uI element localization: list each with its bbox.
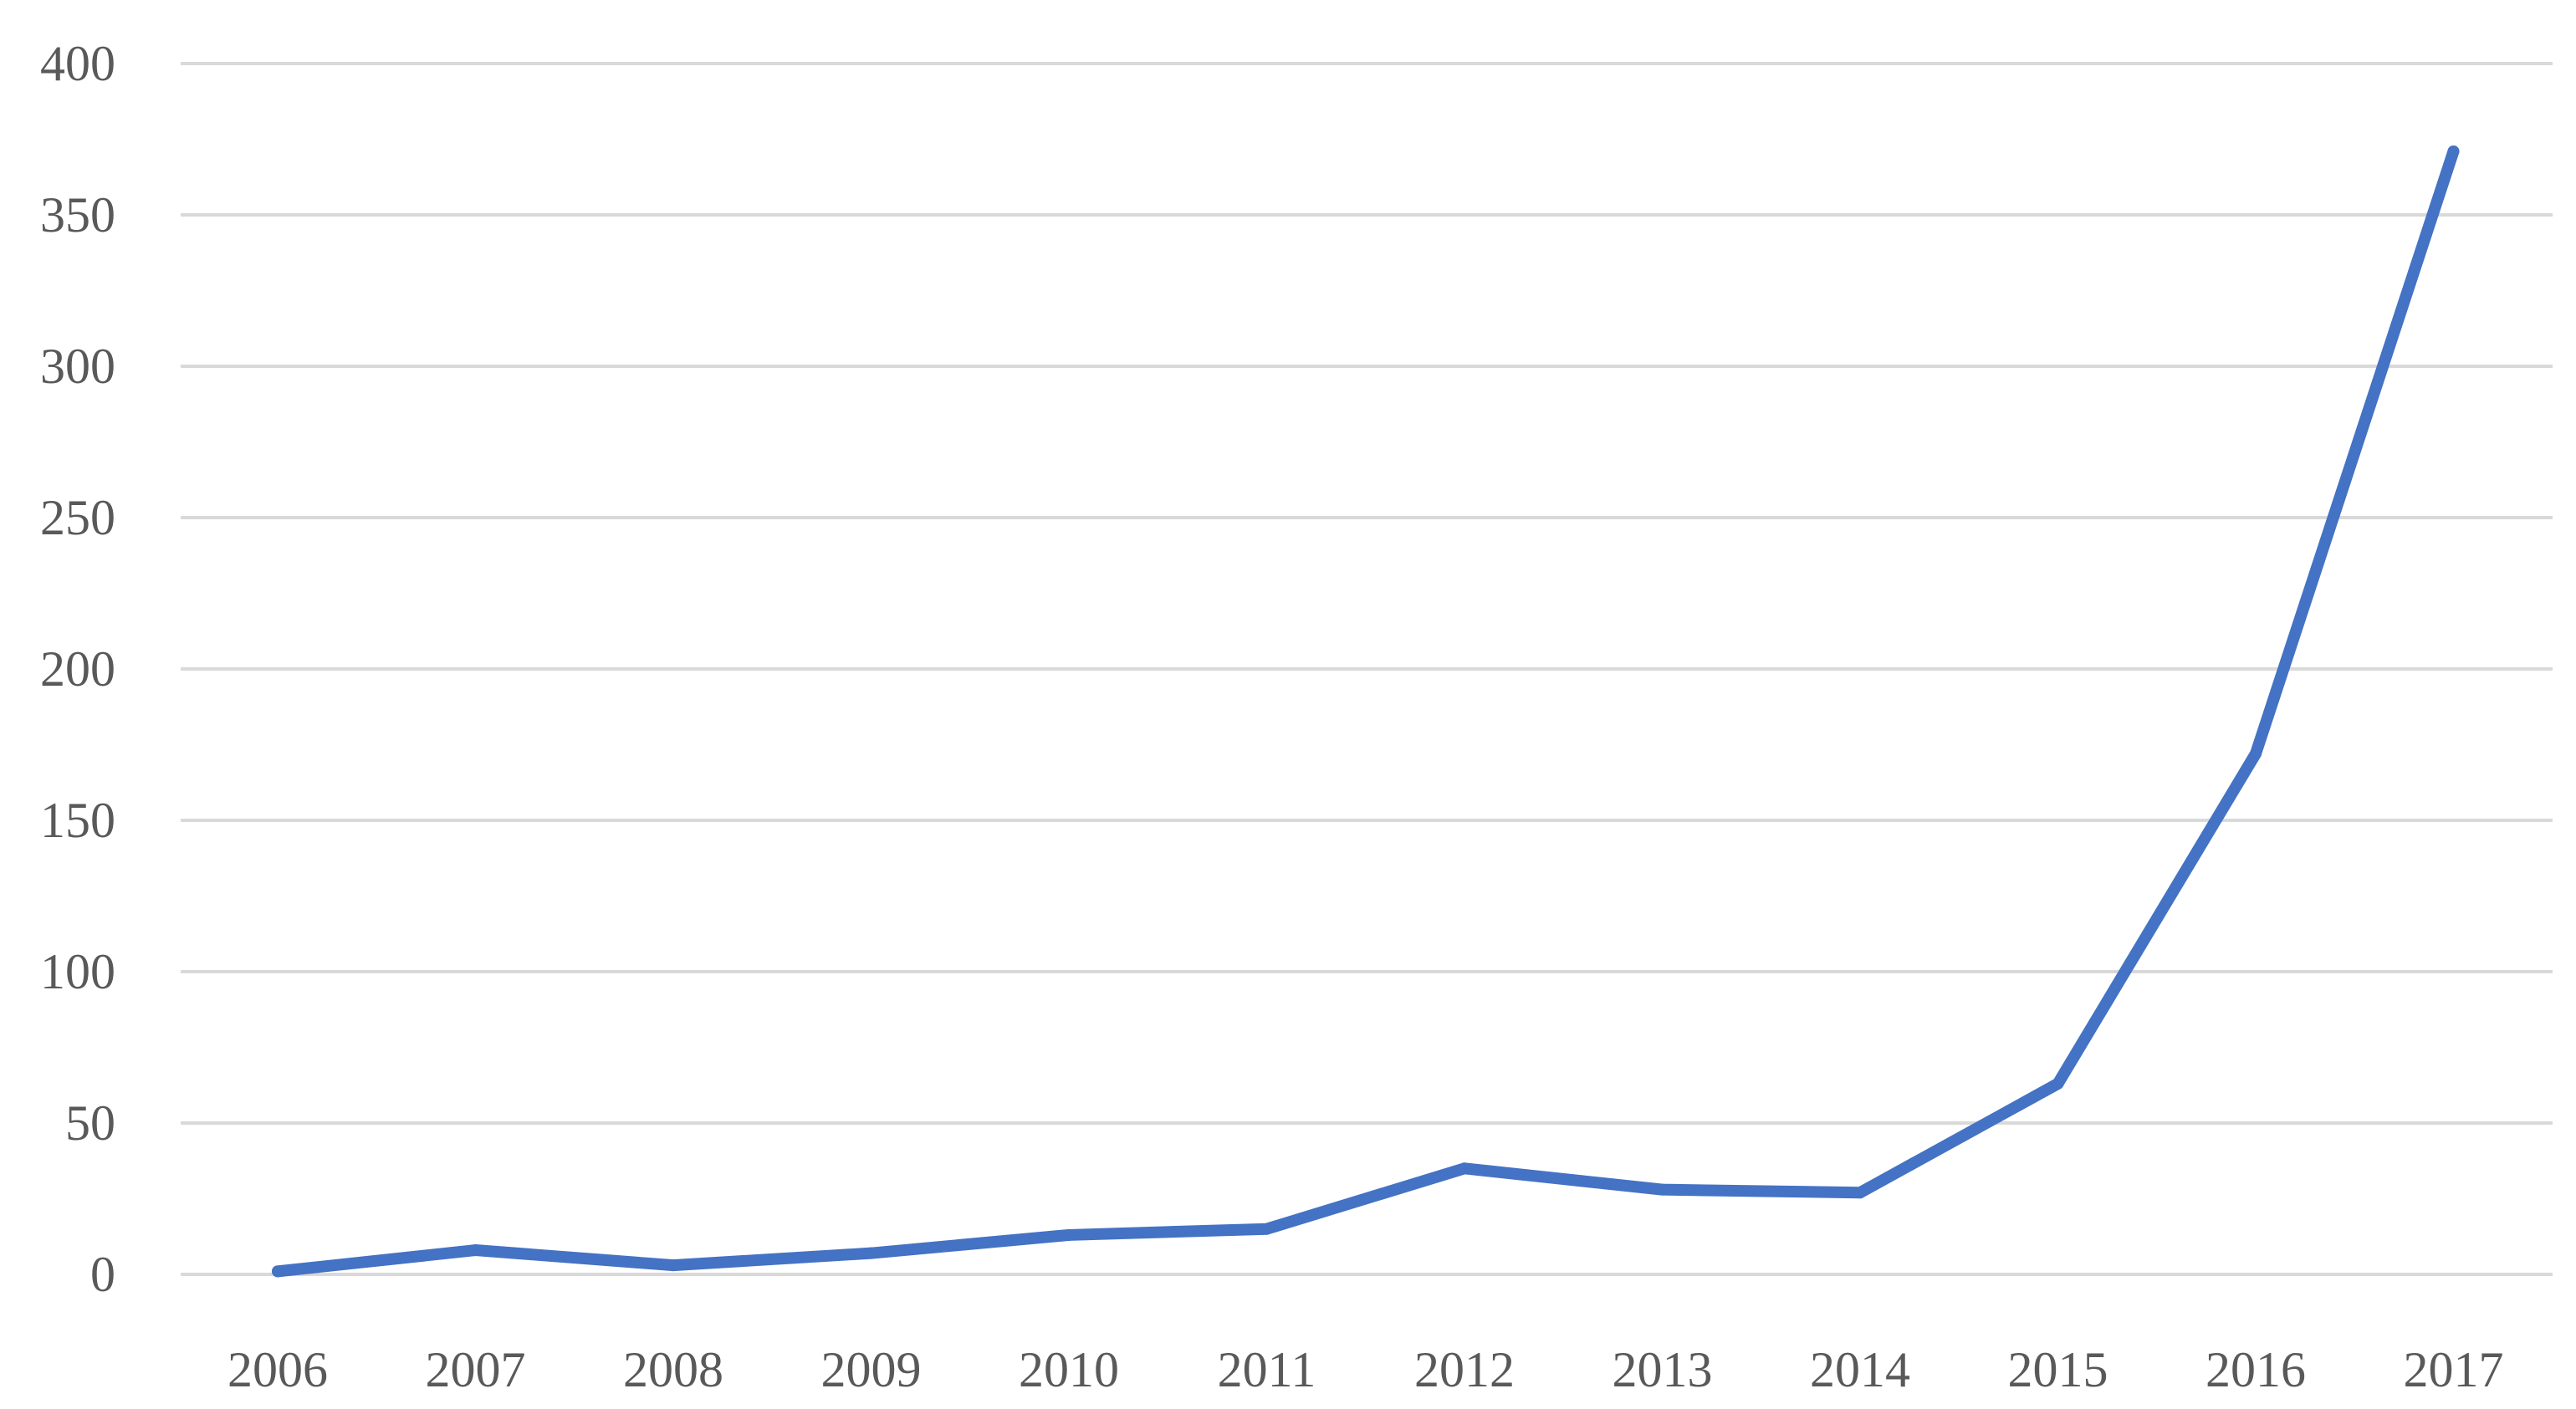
x-tick-label: 2009 [821,1342,922,1397]
series-layer [272,145,2460,1278]
data-point-2012 [1459,1162,1470,1175]
y-tick-label: 200 [40,641,115,697]
x-tick-label: 2008 [623,1342,723,1397]
data-point-2016 [2250,748,2262,760]
x-tick-label: 2007 [426,1342,526,1397]
y-axis-tick-labels: 0 50 100 150 200 250 300 350 400 [40,36,115,1302]
y-tick-label: 100 [40,944,115,999]
data-point-2007 [469,1244,482,1257]
x-tick-label: 2016 [2205,1342,2306,1397]
y-tick-label: 250 [40,490,115,545]
x-tick-label: 2014 [1810,1342,1910,1397]
x-tick-label: 2017 [2404,1342,2504,1397]
x-tick-label: 2015 [2008,1342,2108,1397]
y-tick-label: 300 [40,339,115,394]
data-point-2010 [1063,1228,1075,1241]
data-point-2011 [1260,1223,1273,1235]
x-tick-label: 2012 [1414,1342,1515,1397]
x-tick-label: 2013 [1613,1342,1713,1397]
x-axis-tick-labels: 2006 2007 2008 2009 2010 2011 2012 2013 2014 2015… [227,1342,2504,1397]
y-tick-label: 50 [65,1095,115,1151]
data-point-2013 [1656,1183,1669,1196]
x-tick-label: 2010 [1019,1342,1119,1397]
data-point-2015 [2052,1077,2064,1090]
data-point-2008 [667,1259,679,1272]
y-tick-label: 0 [90,1247,115,1302]
gridlines [181,62,2553,1276]
data-point-2017 [2447,145,2460,157]
y-tick-label: 350 [40,187,115,242]
x-tick-label: 2006 [227,1342,328,1397]
x-tick-label: 2011 [1218,1342,1316,1397]
data-point-2014 [1854,1187,1866,1199]
y-tick-label: 400 [40,36,115,91]
data-point-2006 [272,1265,284,1278]
series-line [272,145,2460,1278]
y-tick-label: 150 [40,793,115,848]
data-point-2009 [865,1247,877,1259]
